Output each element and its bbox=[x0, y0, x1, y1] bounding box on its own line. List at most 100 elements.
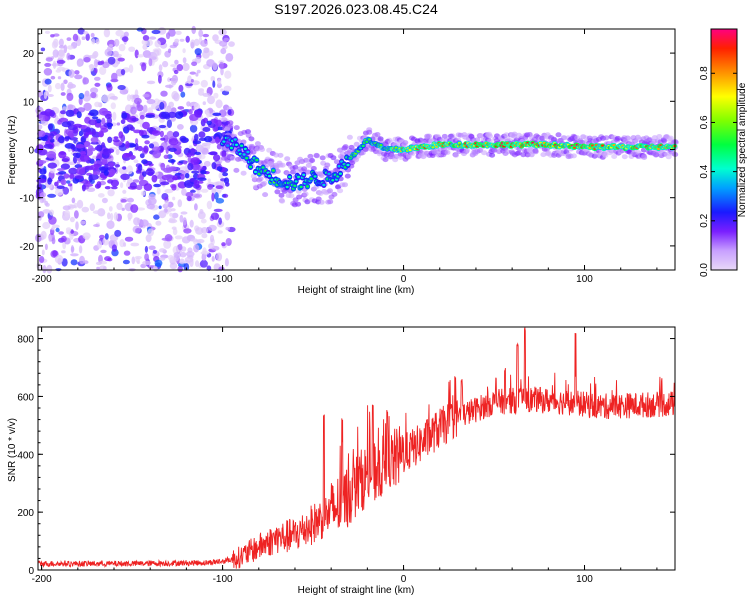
spectrogram-speckle bbox=[186, 152, 192, 158]
spectrogram-speckle bbox=[174, 111, 184, 119]
spectrogram-halo bbox=[302, 191, 309, 197]
snr-series-line bbox=[37, 326, 676, 569]
spectrogram-speckle bbox=[125, 141, 130, 149]
spectrogram-speckle bbox=[120, 182, 124, 189]
spectrogram-speckle bbox=[225, 238, 232, 246]
spectrogram-speckle bbox=[62, 205, 71, 211]
spectrogram-speckle bbox=[68, 167, 78, 175]
spectrogram-speckle bbox=[133, 217, 140, 226]
spectrogram-speckle bbox=[61, 250, 66, 254]
snr-frame-bg bbox=[38, 327, 675, 570]
spectrogram-speckle bbox=[130, 204, 139, 213]
spectrogram-speckle bbox=[109, 95, 118, 100]
spectrogram-halo bbox=[257, 176, 264, 182]
spectrogram-speckle bbox=[80, 125, 88, 130]
spectrogram-speckle bbox=[72, 33, 79, 42]
spectrogram-speckle bbox=[215, 181, 222, 187]
spectrogram-speckle bbox=[215, 136, 220, 144]
spectrogram-ridge-core bbox=[313, 175, 317, 178]
spectrogram-halo bbox=[230, 155, 236, 161]
spectrogram-speckle bbox=[186, 101, 191, 107]
spectrogram-speckle bbox=[68, 69, 75, 78]
spectrogram-speckle bbox=[127, 212, 133, 220]
spectrogram-speckle bbox=[164, 188, 174, 194]
spectrogram-halo bbox=[339, 151, 346, 157]
spectrogram-ridge-core bbox=[245, 157, 249, 160]
spectrogram-speckle bbox=[120, 119, 126, 125]
spectrogram-speckle bbox=[139, 129, 144, 136]
spectrogram-speckle bbox=[83, 56, 91, 63]
spectrogram-speckle bbox=[121, 207, 125, 211]
spectrogram-speckle bbox=[139, 153, 145, 159]
spectrogram-speckle bbox=[173, 92, 180, 102]
spectrogram-halo bbox=[233, 167, 240, 173]
spectrogram-speckle bbox=[37, 130, 46, 138]
spectrogram-speckle bbox=[107, 136, 113, 143]
spectrogram-ridge-core bbox=[261, 166, 265, 169]
spectrogram-speckle bbox=[86, 187, 96, 192]
spectrogram-speckle bbox=[153, 214, 160, 220]
spectrogram-speckle bbox=[188, 145, 193, 150]
spectrogram-speckle bbox=[121, 112, 128, 119]
spectrogram-halo bbox=[520, 152, 527, 158]
spectrogram-speckle bbox=[70, 253, 79, 257]
spectrogram-halo bbox=[267, 160, 274, 166]
spectrogram-speckle bbox=[206, 120, 212, 126]
spectrogram-halo bbox=[376, 149, 383, 155]
spectrogram-speckle bbox=[108, 206, 113, 212]
spectrogram-speckle bbox=[223, 85, 232, 92]
spectrogram-ridge-core bbox=[337, 165, 341, 168]
spectrogram-speckle bbox=[110, 102, 117, 110]
spectrogram-speckle bbox=[69, 133, 75, 139]
spectrogram-halo bbox=[259, 147, 265, 152]
spectrogram-speckle bbox=[92, 210, 102, 215]
spectrogram-speckle bbox=[94, 101, 101, 108]
spectrogram-speckle bbox=[88, 145, 94, 151]
spectrogram-halo bbox=[221, 117, 228, 123]
spectrogram-speckle bbox=[66, 45, 74, 50]
spectrogram-speckle bbox=[221, 150, 227, 158]
spectrogram-speckle bbox=[215, 252, 223, 262]
spectrogram-halo bbox=[313, 152, 320, 158]
spectrogram-speckle bbox=[76, 161, 81, 165]
spectrogram-speckle bbox=[182, 62, 190, 72]
spectrogram-speckle bbox=[89, 164, 99, 171]
spectrogram-speckle bbox=[111, 72, 118, 82]
spectrogram-speckle bbox=[167, 159, 176, 163]
spectrogram-speckle bbox=[94, 76, 101, 81]
spectrogram-speckle bbox=[196, 69, 201, 74]
spectrogram-speckle bbox=[194, 133, 199, 142]
spectrogram-speckle bbox=[172, 196, 176, 201]
spectrogram-speckle bbox=[101, 157, 108, 166]
spectrogram-speckle bbox=[146, 98, 156, 105]
spectrogram-speckle bbox=[38, 149, 48, 156]
spectrogram-speckle bbox=[73, 155, 78, 164]
spectrogram-speckle bbox=[203, 135, 213, 143]
spectrogram-ridge-core bbox=[222, 140, 226, 143]
spectrogram-speckle bbox=[219, 61, 224, 70]
spectrogram-speckle bbox=[106, 83, 113, 92]
spectrogram-halo bbox=[279, 162, 286, 168]
spectrogram-speckle bbox=[60, 82, 65, 92]
snr-ytick-label: 600 bbox=[17, 392, 34, 403]
spectrogram-ridge-core bbox=[590, 144, 595, 147]
spectrogram-speckle bbox=[207, 142, 211, 150]
spectrogram-halo bbox=[402, 140, 409, 146]
spectrogram-speckle bbox=[127, 197, 134, 203]
spectrogram-speckle bbox=[190, 78, 194, 83]
spectrogram-speckle bbox=[70, 245, 74, 254]
spectrogram-speckle bbox=[191, 170, 200, 174]
spectrogram-speckle bbox=[179, 258, 185, 265]
spectrogram-halo bbox=[611, 154, 618, 159]
spectrogram-speckle bbox=[115, 29, 124, 37]
spectrogram-speckle bbox=[220, 48, 227, 55]
spectrogram-speckle bbox=[75, 221, 79, 231]
spectrogram-speckle bbox=[104, 48, 113, 57]
spectrogram-speckle bbox=[184, 170, 190, 174]
colorbar-tick-label: 0.2 bbox=[699, 213, 710, 227]
spectrogram-halo bbox=[327, 199, 334, 205]
spectrogram-speckle bbox=[58, 231, 64, 235]
spectrogram-speckle bbox=[198, 88, 205, 92]
